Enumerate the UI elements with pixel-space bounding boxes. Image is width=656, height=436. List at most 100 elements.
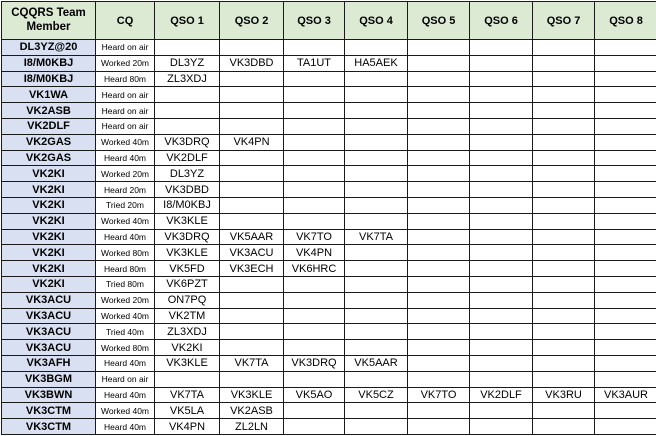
qso-cell [469, 212, 533, 230]
qso-cell: ZL2LN [219, 418, 284, 435]
qso-cell [407, 260, 470, 277]
qso-cell [344, 70, 408, 88]
table-row: VK3ACU Worked 40m VK2TM [1, 307, 656, 325]
qso-cell [344, 307, 408, 325]
qso-cell: HA5AEK [344, 54, 408, 72]
team-member-cell: VK2KI [1, 181, 96, 198]
qso-cell [594, 228, 656, 246]
cq-status-cell: Heard 40m [95, 228, 155, 246]
qso-cell [283, 275, 345, 293]
qso-cell [219, 339, 284, 356]
qso-cell [154, 86, 220, 104]
qso-cell [407, 196, 470, 214]
qso-cell [594, 244, 656, 262]
qso-cell [407, 307, 470, 325]
qso-cell [344, 291, 408, 309]
qso-cell [283, 117, 345, 135]
qso-cell [594, 402, 656, 420]
qso-cell: VK5AO [283, 386, 345, 404]
qso-cell [469, 181, 533, 198]
qso-cell [469, 165, 533, 183]
table-row: VK3CTM Heard 40m VK4PN ZL2LN [1, 418, 656, 435]
qso-cell: ON7PQ [154, 291, 220, 309]
qso-cell [154, 117, 220, 135]
team-member-cell: VK2KI [1, 196, 96, 214]
qso-cell: VK2DLF [469, 386, 533, 404]
qso-cell [594, 70, 656, 88]
qso-cell [344, 86, 408, 104]
qso-cell [344, 275, 408, 293]
team-member-cell: VK3ACU [1, 307, 96, 325]
qso-cell [344, 402, 408, 420]
column-header-qso: QSO 6 [469, 1, 533, 40]
qso-cell [407, 275, 470, 293]
qso-cell: VK7TO [283, 228, 345, 246]
cq-status-cell: Worked 40m [95, 307, 155, 325]
cq-status-cell: Tried 80m [95, 275, 155, 293]
qso-cell [594, 181, 656, 198]
cq-status-cell: Tried 20m [95, 196, 155, 214]
column-header-qso: QSO 5 [407, 1, 470, 40]
cq-status-cell: Worked 80m [95, 339, 155, 356]
team-member-cell: VK2GAS [1, 149, 96, 167]
qso-cell [219, 212, 284, 230]
qso-cell [219, 307, 284, 325]
qso-cell: VK5AAR [344, 354, 408, 372]
table-row: VK1WA Heard on air [1, 86, 656, 104]
qso-cell [469, 70, 533, 88]
qso-cell [532, 86, 595, 104]
qso-cell [407, 86, 470, 104]
qso-cell [594, 196, 656, 214]
qso-cell [407, 370, 470, 388]
qso-cell [344, 39, 408, 56]
qso-cell: VK4PN [154, 418, 220, 435]
qso-cell [219, 275, 284, 293]
qso-cell [594, 418, 656, 435]
qso-cell [219, 86, 284, 104]
team-member-cell: VK3BWN [1, 386, 96, 404]
qso-cell: VK3DBD [219, 54, 284, 72]
qso-cell: VK3KLE [154, 354, 220, 372]
qso-cell [532, 354, 595, 372]
qso-cell [532, 196, 595, 214]
qso-cell [532, 39, 595, 56]
qso-cell [594, 39, 656, 56]
qso-cell [469, 117, 533, 135]
qso-cell [532, 181, 595, 198]
cq-status-cell: Heard on air [95, 370, 155, 388]
qso-cell: VK5CZ [344, 386, 408, 404]
qso-cell [532, 228, 595, 246]
qso-cell [594, 291, 656, 309]
qso-cell [469, 323, 533, 341]
qso-cell [594, 149, 656, 167]
table-row: VK2DLF Heard on air [1, 117, 656, 135]
cq-status-cell: Worked 20m [95, 54, 155, 72]
qso-cell [532, 54, 595, 72]
column-header-qso: QSO 8 [594, 1, 656, 40]
qso-cell [469, 354, 533, 372]
cq-status-cell: Worked 20m [95, 291, 155, 309]
table-row: VK2KI Tried 20m I8/M0KBJ [1, 196, 656, 214]
qso-cell [407, 354, 470, 372]
qso-cell: VK7TA [344, 228, 408, 246]
qso-cell [469, 244, 533, 262]
qso-cell [407, 165, 470, 183]
column-header-qso: QSO 7 [532, 1, 595, 40]
qso-cell [532, 339, 595, 356]
table-row: VK2KI Heard 40m VK3DRQ VK5AAR VK7TO VK7TA [1, 228, 656, 246]
qso-cell [407, 244, 470, 262]
qso-cell [469, 370, 533, 388]
qso-cell [154, 370, 220, 388]
qso-cell [469, 133, 533, 151]
qso-cell [219, 70, 284, 88]
qso-cell: VK3KLE [154, 212, 220, 230]
qso-cell [154, 39, 220, 56]
qso-cell [283, 402, 345, 420]
qso-cell [407, 291, 470, 309]
qso-cell [344, 418, 408, 435]
qso-cell [469, 54, 533, 72]
table-row: VK2GAS Worked 40m VK3DRQ VK4PN [1, 133, 656, 151]
qso-cell [407, 418, 470, 435]
